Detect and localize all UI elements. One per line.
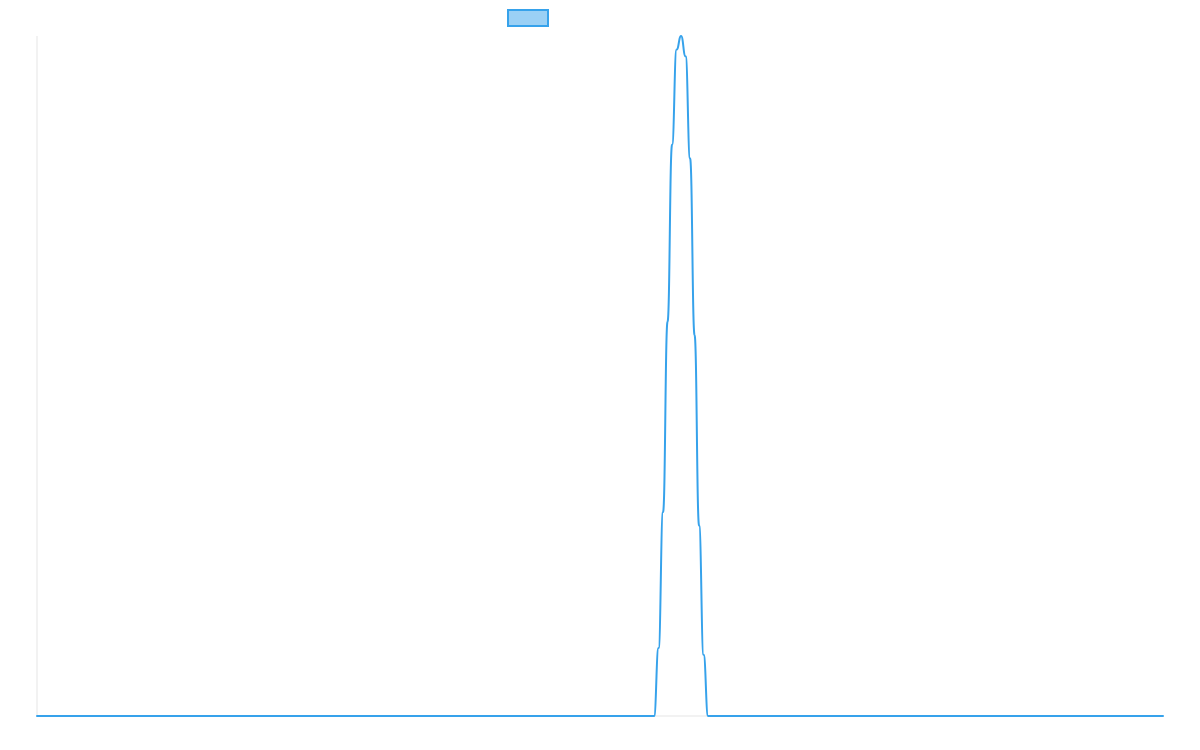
axes: [36, 36, 1163, 717]
plot-area: [36, 35, 1164, 718]
legend-swatch[interactable]: [507, 9, 549, 27]
legend: [507, 9, 549, 27]
series-line[interactable]: [36, 35, 1164, 718]
